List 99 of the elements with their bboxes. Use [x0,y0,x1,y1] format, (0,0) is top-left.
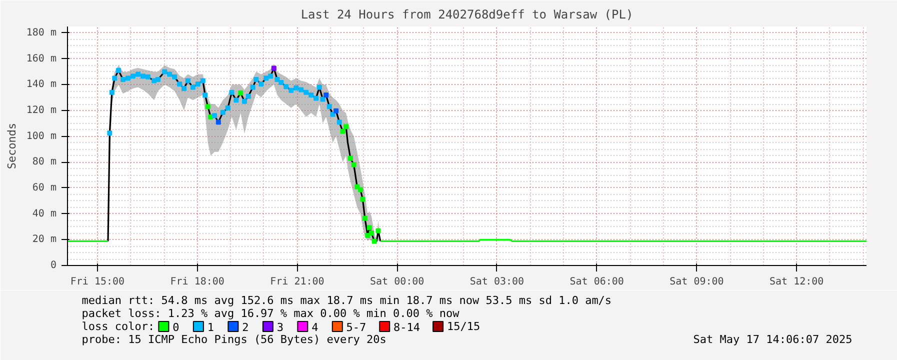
point [304,90,309,95]
text: probe: 15 ICMP Echo Pings (56 Bytes) every 20s [82,333,386,346]
point [212,113,218,118]
point [284,84,289,90]
point [116,68,122,73]
point [376,228,381,234]
y-tick-label: 40 m [32,208,57,220]
point [109,90,114,95]
point [326,104,332,110]
x-tick-label: Fri 21:00 [270,276,324,288]
y-tick-label: 60 m [32,182,57,194]
point [274,76,280,82]
text: Sat May 17 14:06:07 2025 [693,333,852,346]
point [366,225,372,230]
x-tick-label: Fri 15:00 [70,276,125,288]
text: packet loss: 1.23 % avg 16.97 % max 0.00 % min 0.00 % now [82,307,460,320]
legend-label: 4 [312,321,319,334]
legend-label: 2 [242,321,249,334]
point [250,84,256,90]
point [135,72,140,77]
legend-label: 3 [276,321,284,334]
legend-label: 15/15 [446,320,480,333]
point [358,187,363,192]
text: median rtt: 54.8 ms avg 152.6 ms max 18.7 ms min 18.7 ms now 53.5 ms sd 1.0 am/s [82,294,612,307]
point [340,128,346,134]
point [162,69,168,74]
y-tick-label: 20 m [32,234,57,246]
point [177,81,182,86]
point [130,74,136,79]
point [238,90,244,96]
legend-label: 5-7 [346,321,366,334]
point [155,76,160,82]
x-tick-label: Sat 03:00 [470,276,524,288]
point [294,85,299,90]
point [200,78,206,84]
point [324,92,329,98]
legend-title: loss color: [82,320,155,333]
point [365,233,370,238]
point [140,74,146,79]
point [205,104,210,110]
point [145,74,150,80]
point [271,66,276,71]
point [195,81,200,86]
legend-label: 0 [172,321,180,334]
point [120,76,126,82]
point [320,96,326,102]
point [278,80,284,85]
point [258,81,264,86]
point [298,87,304,92]
point [348,156,353,161]
x-tick-label: Fri 18:00 [170,276,224,288]
point [344,124,349,130]
x-tick-label: Sat 12:00 [769,276,824,288]
point [362,216,368,221]
point [268,74,274,79]
point [372,238,377,244]
point [334,108,339,114]
point [167,72,172,77]
point [354,184,360,190]
point [220,110,226,115]
point [107,130,112,136]
point [336,120,342,125]
point [316,84,322,90]
y-axis-title: Seconds [5,122,18,170]
x-tick-label: Sat 06:00 [570,276,624,288]
y-tick-label: 160 m [26,53,57,64]
point [288,88,294,93]
point [216,120,221,125]
point [112,76,118,81]
point [264,76,269,81]
point [202,92,208,98]
point [182,86,187,92]
point [185,78,190,84]
legend-label: 1 [207,321,214,334]
point [360,196,366,202]
y-tick-label: 120 m [26,104,57,116]
point [242,98,247,104]
point [172,74,178,80]
point [369,230,374,236]
chart-title: Last 24 Hours from 2402768d9eff to Warsaw (PL) [300,8,634,22]
y-tick-label: 100 m [26,130,57,142]
y-tick-label: 180 m [26,27,57,38]
y-tick-label: 0 [50,260,57,271]
point [125,76,130,81]
y-tick-label: 80 m [32,156,57,168]
x-tick-label: Sat 09:00 [670,276,724,288]
point [225,105,230,110]
point [330,112,336,117]
point [246,94,251,99]
y-tick-label: 140 m [26,79,57,90]
x-tick-label: Sat 00:00 [370,276,424,288]
point [351,162,356,168]
point [229,90,234,95]
point [190,84,196,90]
point [234,98,239,103]
legend-label: 8-14 [394,321,420,334]
point [254,76,259,82]
point [314,96,319,101]
point [308,92,314,98]
